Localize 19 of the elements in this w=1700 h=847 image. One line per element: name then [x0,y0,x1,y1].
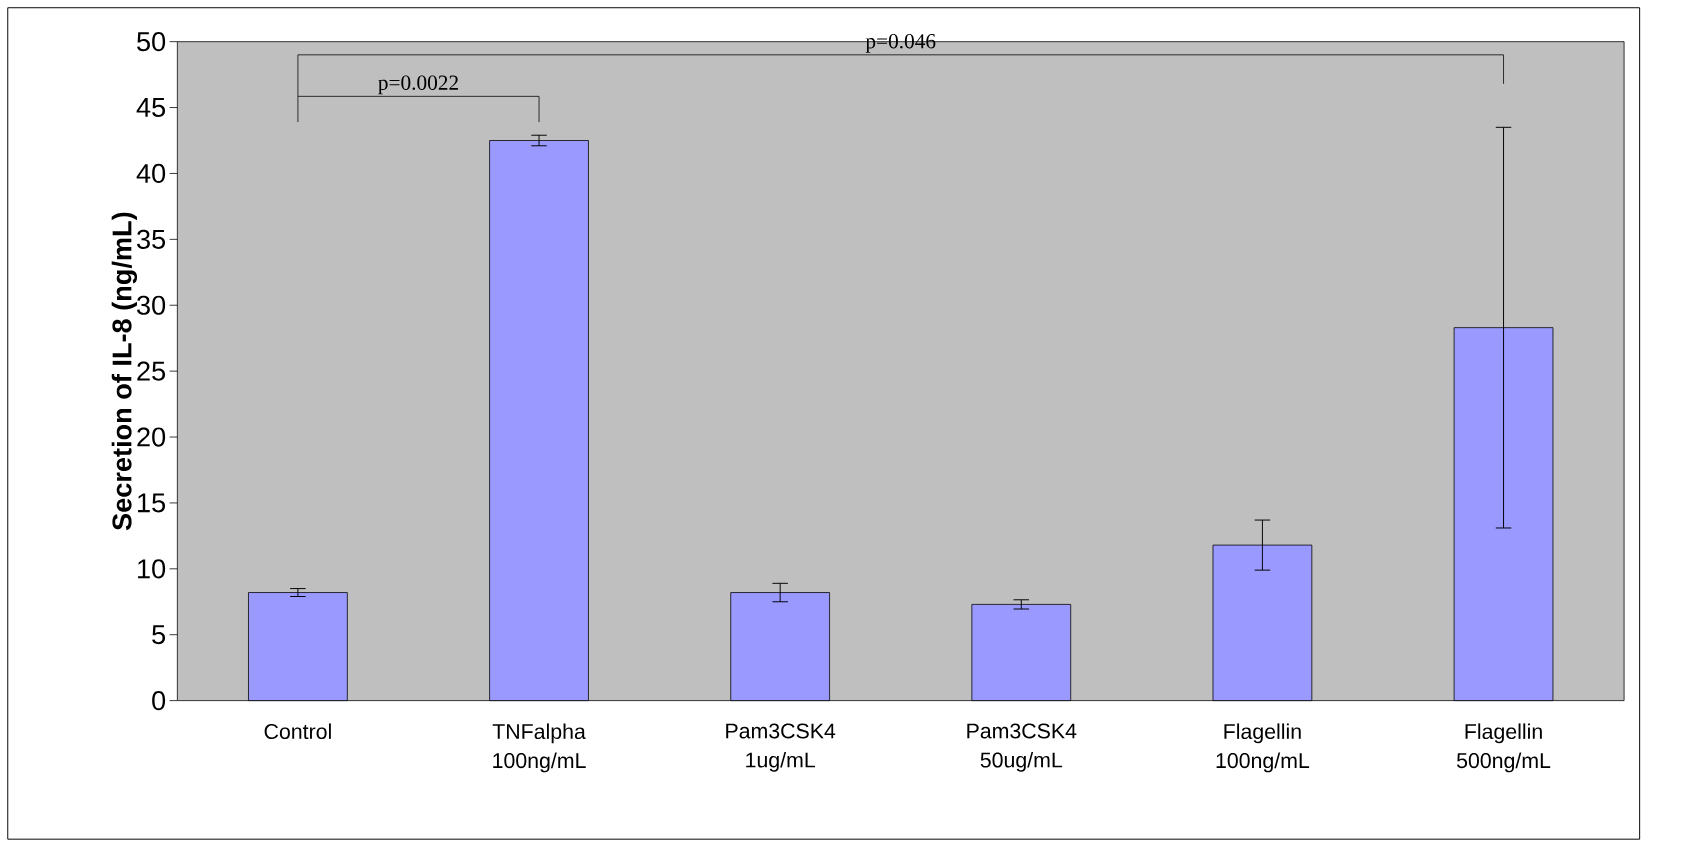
x-tick-label: Flagellin 100ng/mL [1216,723,1310,773]
y-tick-label: 25 [137,361,166,381]
y-axis-title: Secretion of IL-8 (ng/mL) [111,212,138,531]
y-tick-label: 10 [138,559,166,579]
y-tick-label: 30 [137,295,166,315]
x-tick-label: Flagellin 500ng/mL [1456,723,1551,773]
y-tick-label: 20 [137,427,166,447]
y-tick-label: 15 [138,493,166,513]
x-tick-label: Pam3CSK4 1ug/mL [726,723,836,772]
x-tick-label: Pam3CSK4 50ug/mL [967,723,1077,772]
y-tick-label: 45 [136,98,166,118]
y-tick-label: 5 [152,625,166,645]
x-tick-label: TNFalpha 100ng/mL [492,723,586,773]
y-tick-label: 35 [137,229,166,249]
annotation: p=0.0022 [378,75,458,95]
x-tick-label: Control [264,723,331,740]
y-tick-label: 40 [136,163,166,184]
y-tick-label: 0 [152,691,166,711]
y-tick-label: 50 [137,32,166,52]
